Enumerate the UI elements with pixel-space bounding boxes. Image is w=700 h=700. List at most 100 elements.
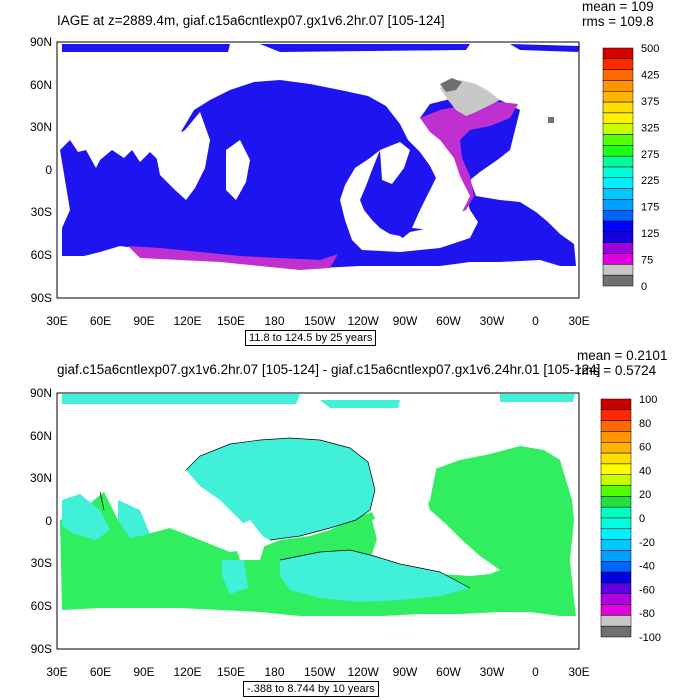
colorbar-label: -20 [639,537,655,549]
colorbar-label: 0 [641,281,647,293]
lon-tick-label: 30W [479,665,505,679]
lat-tick-label: 0 [45,162,52,177]
lon-tick-label: 60W [436,314,461,328]
colorbar-label: 75 [641,255,653,267]
colorbar-swatch [600,409,632,421]
lon-tick-label: 90W [392,665,418,679]
lat-tick-label: 30S [30,556,52,571]
lon-tick-label: 120E [173,665,202,679]
lon-tick-label: 60E [89,665,112,679]
colorbar-label: 175 [641,202,659,214]
colorbar-swatch [600,474,632,486]
land [60,404,440,560]
colorbar-swatch [600,625,632,638]
colorbar-label: 325 [641,122,659,134]
colorbar-label: 275 [641,149,659,161]
lon-tick-label: 150E [217,665,246,679]
colorbar-swatch [600,593,632,605]
colorbar-label: -100 [639,632,661,644]
colorbar-label: -80 [639,608,655,620]
colorbar-swatch [600,506,632,519]
difference-field [60,394,576,616]
colorbar-swatch [600,615,632,627]
mean-stat: mean = 0.2101 [577,348,668,363]
rms-stat: rms = 109.8 [582,14,654,29]
lon-tick-label: 150W [304,665,336,679]
lat-tick-label: 60N [29,428,52,443]
colorbar-label: -40 [639,561,655,573]
colorbar-swatch [600,420,632,432]
mean-stat: mean = 109 [582,0,654,14]
panel-title: giaf.c15a6cntlexp07.gx1v6.2hr.07 [105-12… [57,362,601,377]
lat-tick-label: 30N [29,471,52,486]
colorbar-swatch [600,442,632,454]
lon-tick-label: 120E [173,314,202,328]
land [155,56,470,248]
lat-tick-label: 90S [30,641,52,656]
colorbar-swatch [600,463,632,475]
colorbar-swatch [600,485,632,497]
lat-tick-label: 60S [30,599,52,613]
map-frame [56,41,580,299]
colorbar-swatch [600,452,632,465]
colorbar-swatch [600,398,632,411]
lon-tick-label: 180 [264,665,285,679]
colorbar-label: 375 [641,96,659,108]
colorbar-swatch [600,571,632,584]
colorbar-label: 500 [641,43,659,55]
colorbar-swatch [600,550,632,562]
lon-tick-label: 30E [568,314,590,328]
lon-tick-label: 120W [347,665,379,679]
lon-tick-label: 0 [532,314,539,328]
lon-tick-label: 90W [392,314,418,328]
colorbar-swatch [600,561,632,573]
lat-tick-label: 30S [30,205,52,220]
lon-tick-label: 30W [479,314,505,328]
lon-tick-label: 90E [133,314,155,328]
range-note: 11.8 to 124.5 by 25 years [245,330,377,346]
colorbar-label: 60 [639,442,651,454]
map-frame [56,392,580,650]
colorbar-label: 425 [641,69,659,81]
lon-tick-label: 60W [436,665,461,679]
lon-tick-label: 180 [264,314,285,328]
colorbar-swatch [600,528,632,540]
lat-tick-label: 90N [29,386,52,400]
lon-tick-label: 150E [217,314,246,328]
lon-tick-label: 30E [46,665,68,679]
rms-stat: rms = 0.5724 [577,363,657,378]
lat-tick-label: 90N [29,35,52,49]
panel-title: IAGE at z=2889.4m, giaf.c15a6cntlexp07.g… [57,13,445,28]
lat-tick-label: 0 [45,513,52,528]
colorbar-swatch [600,604,632,616]
lon-tick-label: 30E [568,665,590,679]
colorbar-label: 125 [641,228,659,240]
colorbar-swatch [600,539,632,551]
colorbar-label: 225 [641,175,659,187]
lat-tick-label: 30N [29,120,52,135]
colorbar-swatch [600,582,632,594]
lat-tick-label: 60N [29,77,52,92]
colorbar: 100 80 60 40 20 0 -20 -40 -60 -80 -100 [600,394,661,644]
zero-contour [99,437,471,589]
lon-tick-label: 30E [46,314,68,328]
lon-tick-label: 150W [304,314,336,328]
colorbar: 500 425 375 325 275 225 175 125 75 0 [602,43,659,293]
lat-tick-label: 60S [30,248,52,262]
colorbar-label: 20 [639,489,651,501]
range-note: -.388 to 8.744 by 10 years [243,681,379,697]
colorbar-swatch [600,496,632,508]
lon-tick-label: 60E [89,314,112,328]
lat-tick-label: 90S [30,290,52,305]
colorbar-swatch [602,274,634,287]
lon-tick-label: 120W [347,314,379,328]
colorbar-label: 40 [639,465,651,477]
lon-tick-label: 90E [133,665,155,679]
colorbar-label: 80 [639,418,651,430]
colorbar-label: 100 [639,394,657,406]
colorbar-label: -60 [639,584,655,596]
lon-tick-label: 0 [532,665,539,679]
colorbar-swatch [600,517,632,530]
